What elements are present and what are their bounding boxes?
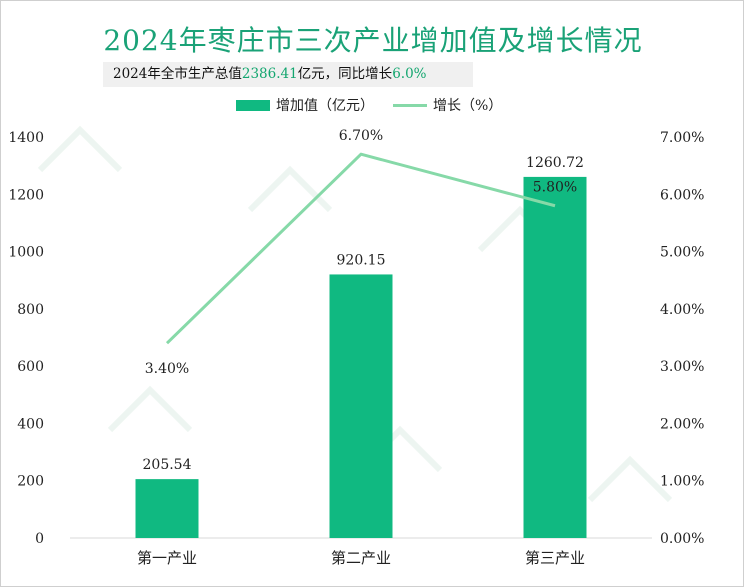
y-right-tick-label: 5.00% (660, 245, 704, 261)
x-category-label: 第二产业 (331, 549, 391, 567)
summary-box: 2024年全市生产总值2386.41亿元，同比增长6.0% (103, 62, 473, 87)
bar-1 (135, 479, 199, 538)
bar-value-label: 1260.72 (526, 155, 584, 171)
x-category-label: 第一产业 (137, 549, 197, 567)
legend-line-label: 增长（%） (433, 98, 503, 114)
legend: 增加值（亿元） 增长（%） (1, 95, 744, 117)
legend-line-swatch (393, 103, 427, 107)
summary-gdp-value: 2386.41 (241, 66, 298, 82)
growth-line (165, 152, 556, 345)
y-right-tick-label: 7.00% (660, 130, 704, 146)
y-left-tick-label: 200 (17, 474, 44, 490)
bar-3 (523, 176, 587, 538)
legend-bar-swatch (236, 99, 270, 111)
legend-bar-label: 增加值（亿元） (276, 98, 374, 114)
y-left-tick-label: 0 (35, 531, 44, 547)
bar-value-label: 920.15 (337, 252, 386, 268)
y-right-tick-label: 2.00% (660, 416, 704, 432)
bar-value-label: 205.54 (143, 457, 192, 473)
summary-growth-value: 6.0% (392, 66, 427, 82)
legend-item-bar: 增加值（亿元） (236, 95, 374, 115)
legend-item-line: 增长（%） (393, 95, 502, 115)
line-value-label: 3.40% (145, 361, 189, 377)
summary-middle: 亿元，同比增长 (297, 66, 393, 82)
line-value-label: 5.80% (533, 180, 577, 196)
y-left-tick-label: 1400 (8, 130, 44, 146)
summary-prefix: 2024年全市生产总值 (113, 66, 242, 82)
y-right-tick-label: 1.00% (660, 474, 704, 490)
y-left-tick-label: 600 (17, 359, 44, 375)
x-category-label: 第三产业 (525, 549, 585, 567)
y-right-tick-label: 4.00% (660, 302, 704, 318)
chart-title: 2024年枣庄市三次产业增加值及增长情况 (103, 24, 643, 57)
line-value-label: 6.70% (339, 128, 383, 144)
y-left-tick-label: 1000 (8, 245, 44, 261)
y-right-tick-label: 6.00% (660, 187, 704, 203)
y-left-tick-label: 400 (17, 416, 44, 432)
y-left-tick-label: 800 (17, 302, 44, 318)
y-right-tick-label: 3.00% (660, 359, 704, 375)
bar-2 (329, 274, 393, 538)
y-left-tick-label: 1200 (8, 187, 44, 203)
y-right-tick-label: 0.00% (660, 531, 704, 547)
